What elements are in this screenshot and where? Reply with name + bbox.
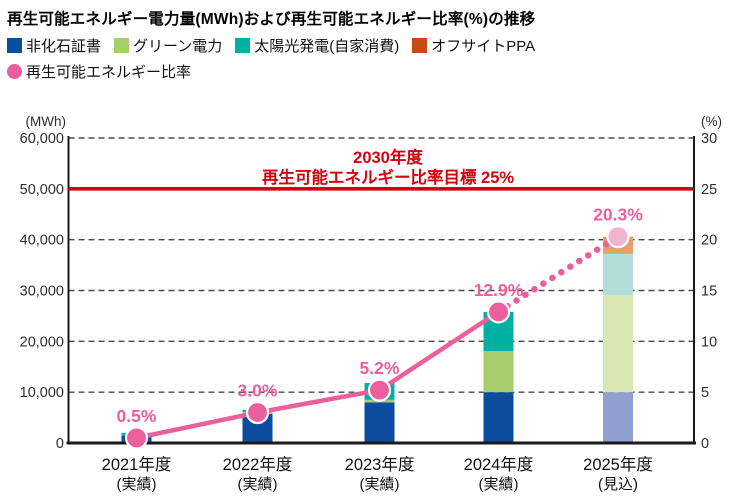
right-axis-tick: 10 (701, 334, 717, 350)
bar-segment (483, 392, 514, 443)
chart-title: 再生可能エネルギー電力量(MWh)および再生可能エネルギー比率(%)の推移 (7, 11, 536, 28)
legend-row: 非化石証書 グリーン電力 太陽光発電(自家消費) オフサイトPPA (7, 35, 535, 56)
legend-label: オフサイトPPA (431, 38, 536, 55)
category-label: 2022年度 (223, 455, 293, 474)
ratio-point-label: 5.2% (360, 358, 400, 378)
left-axis-tick: 0 (56, 436, 64, 452)
target-label-line1: 2030年度 (353, 147, 423, 167)
legend-label: 太陽光発電(自家消費) (254, 38, 400, 55)
legend-square-swatch-icon (235, 38, 251, 53)
target-label-line2: 再生可能エネルギー比率目標 25% (262, 167, 514, 187)
ratio-point-label: 3.0% (238, 381, 278, 401)
category-note: (実績) (238, 476, 278, 493)
ratio-point (124, 426, 149, 450)
category-label: 2024年度 (464, 455, 534, 474)
legend-label: 非化石証書 (26, 38, 102, 55)
left-axis-tick: 30,000 (20, 284, 64, 300)
ratio-line-solid (136, 309, 500, 441)
ratio-point (367, 378, 392, 402)
left-axis-title: (MWh) (26, 114, 67, 129)
ratio-point-label: 0.5% (117, 406, 157, 426)
legend-item: オフサイトPPA (412, 35, 535, 56)
right-axis-title: (%) (701, 114, 722, 129)
legend-label: グリーン電力 (133, 38, 223, 55)
right-axis-tick: 0 (701, 436, 709, 452)
category-label: 2023年度 (345, 455, 415, 474)
legend-circle-swatch-icon (7, 64, 22, 79)
right-axis-tick: 25 (701, 182, 717, 198)
legend: 非化石証書 グリーン電力 太陽光発電(自家消費) オフサイトPPA 再生可能エネルギー比… (7, 35, 535, 82)
ratio-point-label: 12.9% (474, 280, 524, 300)
bar-segment (603, 295, 633, 393)
ratio-point (606, 225, 630, 249)
ratio-point-label: 20.3% (593, 205, 643, 225)
right-axis-tick: 30 (701, 131, 717, 147)
bar-segment (603, 392, 633, 443)
ratio-point (245, 400, 270, 425)
legend-item: 再生可能エネルギー比率 (7, 61, 191, 82)
left-axis-tick: 20,000 (20, 334, 64, 350)
left-axis-tick: 10,000 (20, 385, 64, 401)
bar-segment (603, 253, 633, 296)
legend-item: 太陽光発電(自家消費) (235, 35, 399, 56)
legend-item: 非化石証書 (7, 35, 101, 56)
category-note: (実績) (479, 476, 519, 493)
legend-item: グリーン電力 (114, 35, 222, 56)
legend-square-swatch-icon (412, 38, 428, 53)
left-axis-tick: 60,000 (20, 131, 64, 147)
category-note: (見込) (598, 476, 638, 493)
legend-square-swatch-icon (7, 38, 22, 53)
category-note: (実績) (360, 476, 400, 493)
legend-label: 再生可能エネルギー比率 (26, 64, 192, 81)
right-axis-tick: 20 (701, 233, 717, 249)
left-axis-tick: 40,000 (20, 233, 64, 249)
category-note: (実績) (117, 476, 157, 493)
ratio-line-dotted (495, 233, 622, 316)
category-label: 2021年度 (102, 455, 172, 474)
right-axis-tick: 15 (701, 284, 717, 300)
bar-segment (483, 350, 514, 393)
legend-square-swatch-icon (114, 38, 130, 53)
category-label: 2025年度 (583, 455, 653, 474)
bar-segment (364, 402, 395, 443)
legend-row: 再生可能エネルギー比率 (7, 61, 535, 82)
ratio-point (486, 300, 511, 324)
left-axis-tick: 50,000 (20, 182, 64, 198)
right-axis-tick: 5 (701, 385, 709, 401)
